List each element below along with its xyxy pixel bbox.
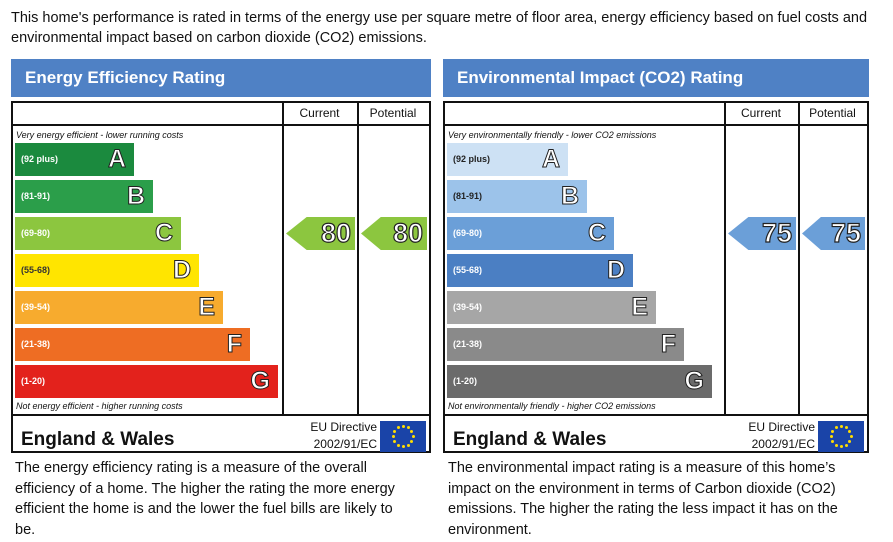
potential-rating-arrow: 75 [802, 217, 865, 250]
band-c: (69-80) C [447, 217, 614, 250]
potential-rating-value: 80 [392, 217, 423, 248]
band-a: (92 plus) A [15, 143, 134, 176]
bottom-note: Not energy efficient - higher running co… [16, 401, 183, 411]
potential-rating-arrow: 80 [361, 217, 427, 250]
rating-table: Current Potential Very energy efficient … [11, 101, 431, 453]
band-c: (69-80) C [15, 217, 181, 250]
current-rating-arrow: 75 [728, 217, 796, 250]
band-d: (55-68) D [15, 254, 199, 287]
band-letter: D [606, 256, 625, 285]
band-range: (1-20) [453, 376, 478, 386]
band-range: (21-38) [453, 339, 483, 349]
band-range: (1-20) [21, 376, 46, 386]
band-f: (21-38) F [15, 328, 250, 361]
band-letter: B [126, 182, 145, 211]
current-rating-value: 75 [761, 217, 792, 248]
panel-title: Energy Efficiency Rating [11, 59, 431, 97]
band-letter: B [560, 182, 579, 211]
environmental-impact-panel: Environmental Impact (CO2) Rating Curren… [443, 59, 869, 453]
band-letter: F [660, 330, 676, 359]
band-range: (39-54) [21, 302, 51, 312]
region-label: England & Wales [21, 429, 175, 450]
band-letter: D [172, 256, 191, 285]
band-range: (92 plus) [453, 154, 491, 164]
band-range: (81-91) [21, 191, 51, 201]
band-letter: C [154, 219, 173, 248]
band-d: (55-68) D [447, 254, 633, 287]
bottom-note: Not environmentally friendly - higher CO… [448, 401, 656, 411]
directive-line1: EU Directive [310, 420, 377, 434]
current-rating-value: 80 [320, 217, 351, 248]
band-g: (1-20) G [447, 365, 712, 398]
current-rating-arrow: 80 [286, 217, 355, 250]
directive-line2: 2002/91/EC [313, 437, 377, 451]
band-b: (81-91) B [15, 180, 153, 213]
eu-directive: EU Directive 2002/91/EC [748, 419, 815, 453]
eu-flag-icon [380, 421, 426, 452]
band-letter: A [541, 145, 560, 174]
potential-column-header: Potential [369, 106, 417, 120]
current-column-header: Current [299, 106, 340, 120]
directive-line1: EU Directive [748, 420, 815, 434]
top-note: Very energy efficient - lower running co… [16, 130, 184, 140]
energy-description: The energy efficiency rating is a measur… [15, 460, 395, 538]
intro-text: This home's performance is rated in term… [11, 10, 868, 46]
band-range: (55-68) [21, 265, 51, 275]
band-letter: E [631, 293, 649, 322]
band-letter: F [226, 330, 242, 359]
eu-directive: EU Directive 2002/91/EC [310, 419, 377, 453]
band-letter: G [250, 367, 270, 396]
band-range: (21-38) [21, 339, 51, 349]
band-letter: A [107, 145, 126, 174]
band-range: (81-91) [453, 191, 483, 201]
band-range: (69-80) [21, 228, 51, 238]
rating-table: Current Potential Very environmentally f… [443, 101, 869, 453]
environmental-description: The environmental impact rating is a mea… [448, 460, 838, 538]
band-e: (39-54) E [15, 291, 223, 324]
directive-line2: 2002/91/EC [751, 437, 815, 451]
current-column-header: Current [740, 106, 781, 120]
band-g: (1-20) G [15, 365, 278, 398]
potential-rating-value: 75 [830, 217, 861, 248]
panel-title: Environmental Impact (CO2) Rating [443, 59, 869, 97]
top-note: Very environmentally friendly - lower CO… [448, 130, 657, 140]
band-f: (21-38) F [447, 328, 684, 361]
band-letter: C [587, 219, 606, 248]
band-a: (92 plus) A [447, 143, 568, 176]
eu-flag-icon [818, 421, 864, 452]
band-e: (39-54) E [447, 291, 656, 324]
band-range: (69-80) [453, 228, 483, 238]
band-range: (55-68) [453, 265, 483, 275]
band-letter: G [684, 367, 704, 396]
band-range: (39-54) [453, 302, 483, 312]
band-range: (92 plus) [21, 154, 59, 164]
energy-efficiency-panel: Energy Efficiency Rating Current Potenti… [11, 59, 431, 453]
band-b: (81-91) B [447, 180, 587, 213]
potential-column-header: Potential [809, 106, 856, 120]
band-letter: E [198, 293, 216, 322]
region-label: England & Wales [453, 429, 607, 450]
